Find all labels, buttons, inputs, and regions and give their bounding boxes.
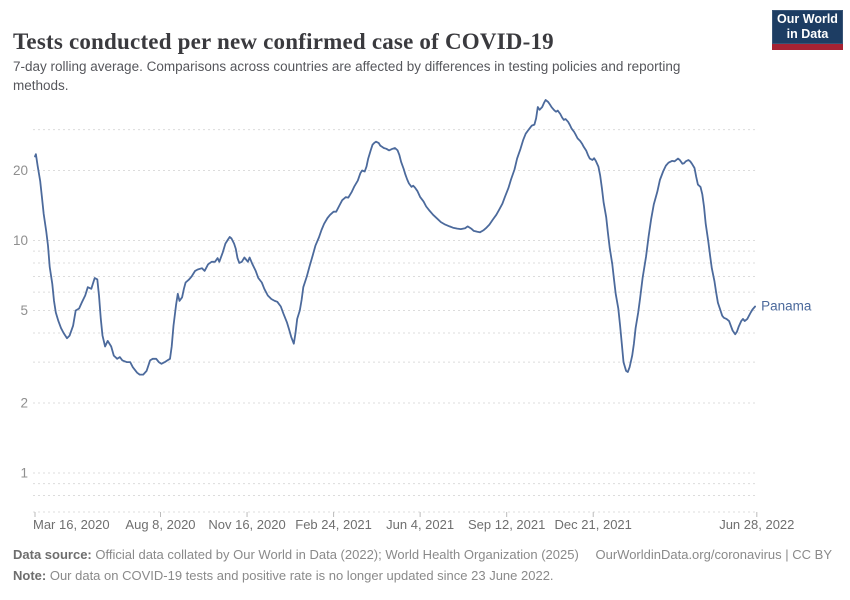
x-tick-label: Jun 28, 2022 <box>719 517 794 532</box>
x-tick-label: Dec 21, 2021 <box>555 517 632 532</box>
y-tick-label: 1 <box>20 466 28 481</box>
y-tick-label: 20 <box>13 163 28 178</box>
x-tick-label: Nov 16, 2020 <box>208 517 285 532</box>
y-tick-labels: 20 10 5 2 1 <box>13 163 28 480</box>
note-value: Our data on COVID-19 tests and positive … <box>46 568 554 583</box>
owid-logo-line2: in Data <box>786 27 829 41</box>
y-tick-label: 2 <box>20 396 28 411</box>
data-source-value: Official data collated by Our World in D… <box>91 547 579 562</box>
x-tick-label: Mar 16, 2020 <box>33 517 110 532</box>
footer-note-row: Note: Our data on COVID-19 tests and pos… <box>13 568 832 583</box>
x-tick-label: Aug 8, 2020 <box>125 517 195 532</box>
x-tick-label: Sep 12, 2021 <box>468 517 545 532</box>
credit-link[interactable]: OurWorldinData.org/coronavirus | CC BY <box>595 547 832 562</box>
owid-logo: Our World in Data <box>772 10 843 50</box>
x-tick-label: Jun 4, 2021 <box>386 517 454 532</box>
series-line-panama[interactable] <box>34 99 756 376</box>
x-tick-label: Feb 24, 2021 <box>295 517 372 532</box>
page-title: Tests conducted per new confirmed case o… <box>13 29 554 55</box>
footer-source-row: Data source: Official data collated by O… <box>13 547 832 562</box>
y-gridlines <box>33 129 757 513</box>
note-label: Note: <box>13 568 47 583</box>
data-source-text: Data source: Official data collated by O… <box>13 547 579 562</box>
chart-subtitle: 7-day rolling average. Comparisons acros… <box>13 59 681 94</box>
y-tick-label: 5 <box>20 303 28 318</box>
x-axis: Mar 16, 2020 Aug 8, 2020 Nov 16, 2020 Feb 2… <box>33 512 794 532</box>
data-source-label: Data source: <box>13 547 92 562</box>
series-end-label: Panama <box>761 299 812 314</box>
owid-logo-line1: Our World <box>777 11 838 26</box>
y-tick-label: 10 <box>13 233 28 248</box>
